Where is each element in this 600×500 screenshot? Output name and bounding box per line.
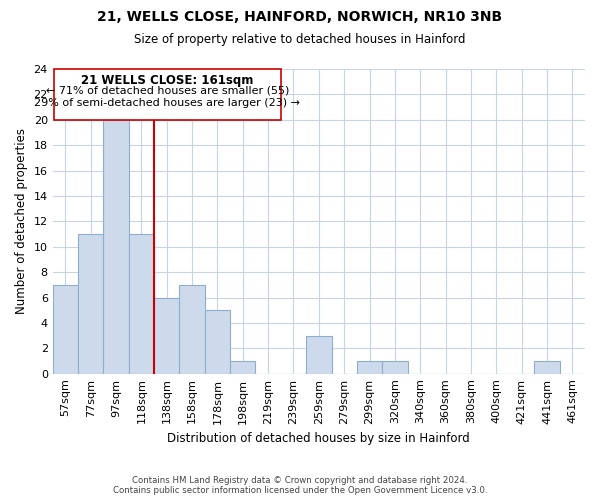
X-axis label: Distribution of detached houses by size in Hainford: Distribution of detached houses by size … xyxy=(167,432,470,445)
Text: 29% of semi-detached houses are larger (23) →: 29% of semi-detached houses are larger (… xyxy=(34,98,301,108)
Bar xyxy=(382,361,407,374)
Y-axis label: Number of detached properties: Number of detached properties xyxy=(15,128,28,314)
Bar xyxy=(306,336,332,374)
Bar xyxy=(357,361,382,374)
Bar xyxy=(78,234,103,374)
Text: 21, WELLS CLOSE, HAINFORD, NORWICH, NR10 3NB: 21, WELLS CLOSE, HAINFORD, NORWICH, NR10… xyxy=(97,10,503,24)
Bar xyxy=(205,310,230,374)
FancyBboxPatch shape xyxy=(54,69,281,120)
Bar xyxy=(103,120,129,374)
Bar xyxy=(179,285,205,374)
Bar xyxy=(230,361,256,374)
Bar xyxy=(129,234,154,374)
Bar xyxy=(154,298,179,374)
Text: Size of property relative to detached houses in Hainford: Size of property relative to detached ho… xyxy=(134,32,466,46)
Bar xyxy=(535,361,560,374)
Text: Contains HM Land Registry data © Crown copyright and database right 2024.
Contai: Contains HM Land Registry data © Crown c… xyxy=(113,476,487,495)
Text: ← 71% of detached houses are smaller (55): ← 71% of detached houses are smaller (55… xyxy=(46,86,289,96)
Bar xyxy=(53,285,78,374)
Text: 21 WELLS CLOSE: 161sqm: 21 WELLS CLOSE: 161sqm xyxy=(81,74,254,87)
